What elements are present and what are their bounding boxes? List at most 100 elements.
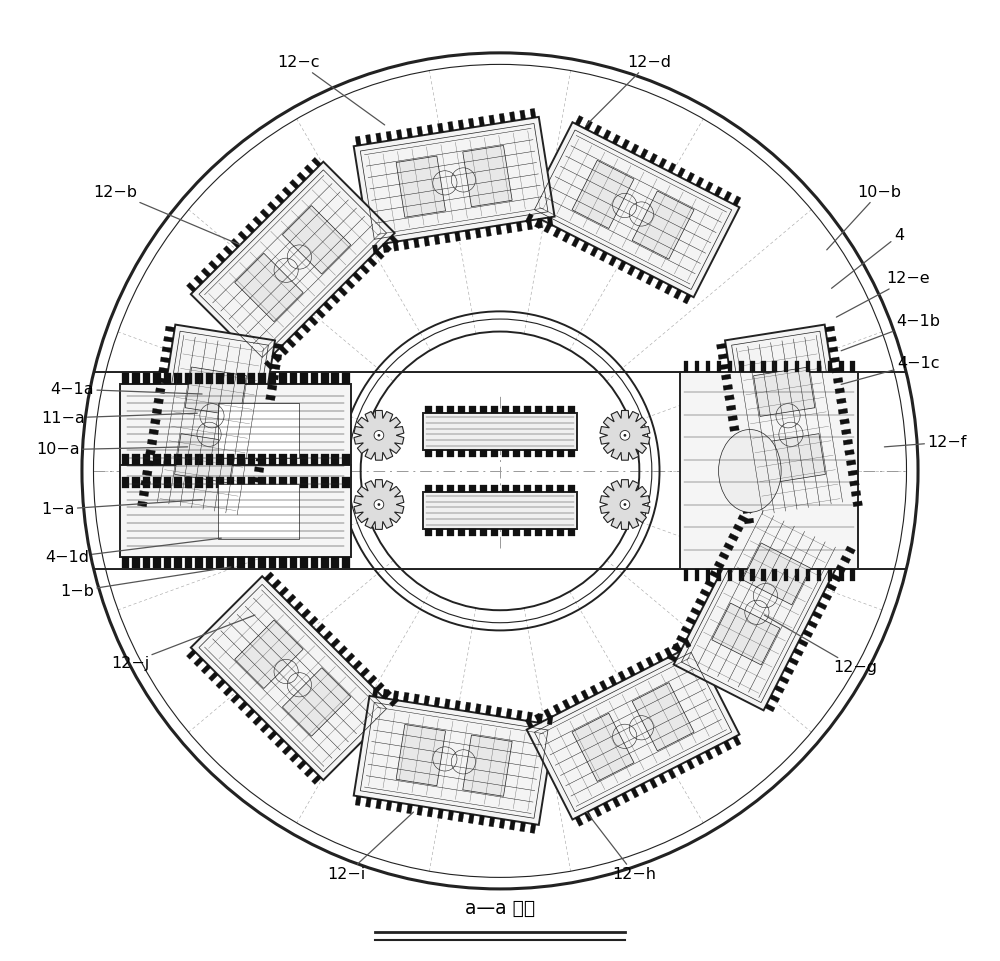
Polygon shape	[843, 439, 853, 445]
Polygon shape	[279, 346, 289, 356]
Polygon shape	[846, 459, 856, 466]
Bar	[331, 455, 339, 465]
Text: 12−f: 12−f	[884, 434, 967, 450]
Polygon shape	[376, 800, 382, 809]
Polygon shape	[407, 128, 413, 137]
Polygon shape	[301, 608, 311, 618]
Bar	[480, 450, 487, 457]
Polygon shape	[803, 629, 813, 638]
Polygon shape	[235, 254, 303, 322]
Polygon shape	[323, 630, 333, 640]
Polygon shape	[375, 250, 384, 259]
Polygon shape	[742, 543, 811, 604]
Polygon shape	[725, 395, 734, 401]
Polygon shape	[779, 676, 789, 684]
Polygon shape	[609, 676, 617, 686]
Bar	[164, 557, 171, 568]
Polygon shape	[194, 275, 203, 284]
Polygon shape	[160, 357, 170, 363]
Polygon shape	[275, 194, 284, 204]
Polygon shape	[434, 234, 440, 245]
Polygon shape	[251, 487, 261, 493]
Polygon shape	[248, 507, 257, 514]
Bar	[132, 557, 140, 568]
Polygon shape	[414, 694, 419, 703]
Polygon shape	[774, 685, 785, 693]
Polygon shape	[308, 616, 318, 626]
Polygon shape	[827, 336, 836, 342]
Bar	[535, 529, 542, 536]
Polygon shape	[238, 702, 248, 711]
Bar	[568, 406, 575, 413]
Bar	[524, 406, 531, 413]
Polygon shape	[695, 598, 705, 606]
Polygon shape	[572, 713, 634, 781]
Bar	[269, 374, 276, 384]
Polygon shape	[691, 607, 701, 616]
Polygon shape	[696, 754, 704, 765]
Bar	[524, 450, 531, 457]
Polygon shape	[581, 690, 589, 700]
Polygon shape	[345, 280, 355, 289]
Polygon shape	[525, 718, 533, 728]
Polygon shape	[612, 798, 620, 807]
Polygon shape	[621, 793, 630, 802]
Bar	[828, 360, 832, 372]
Bar	[331, 557, 339, 568]
Bar	[491, 529, 498, 536]
Bar	[480, 484, 487, 492]
Polygon shape	[520, 822, 526, 832]
Bar	[717, 360, 721, 372]
Polygon shape	[465, 230, 471, 239]
Polygon shape	[659, 774, 667, 784]
Bar	[557, 406, 564, 413]
Bar	[502, 484, 509, 492]
Bar	[300, 477, 308, 487]
Polygon shape	[396, 156, 446, 217]
Polygon shape	[655, 280, 663, 290]
Polygon shape	[736, 467, 746, 473]
Text: 4−1b: 4−1b	[841, 314, 940, 351]
Bar	[684, 569, 688, 581]
Polygon shape	[297, 172, 307, 182]
Polygon shape	[297, 760, 307, 770]
Polygon shape	[376, 133, 382, 142]
Polygon shape	[718, 354, 728, 359]
Bar	[447, 406, 454, 413]
Bar	[458, 529, 465, 536]
Polygon shape	[848, 470, 858, 476]
Bar	[321, 477, 329, 487]
Polygon shape	[286, 594, 296, 604]
Polygon shape	[600, 410, 650, 460]
Polygon shape	[275, 738, 284, 748]
Bar	[546, 529, 553, 536]
Polygon shape	[743, 505, 753, 513]
Polygon shape	[798, 639, 808, 647]
Bar	[480, 529, 487, 536]
Polygon shape	[677, 764, 685, 775]
Polygon shape	[728, 533, 739, 541]
Polygon shape	[338, 286, 347, 296]
Polygon shape	[537, 219, 543, 229]
Polygon shape	[165, 326, 175, 332]
Polygon shape	[600, 480, 650, 530]
Bar	[120, 465, 351, 557]
Polygon shape	[712, 604, 780, 665]
Polygon shape	[547, 715, 553, 725]
Bar	[258, 477, 266, 487]
Bar	[480, 406, 487, 413]
Polygon shape	[489, 115, 495, 125]
Bar	[122, 455, 129, 465]
Polygon shape	[139, 491, 149, 497]
Bar	[568, 529, 575, 536]
Polygon shape	[621, 139, 630, 149]
Polygon shape	[245, 708, 255, 718]
Polygon shape	[496, 225, 502, 234]
Bar	[237, 557, 245, 568]
Bar	[502, 450, 509, 457]
Bar	[195, 557, 203, 568]
Bar	[258, 557, 266, 568]
Polygon shape	[372, 245, 378, 255]
Polygon shape	[186, 650, 196, 659]
Polygon shape	[659, 158, 667, 168]
